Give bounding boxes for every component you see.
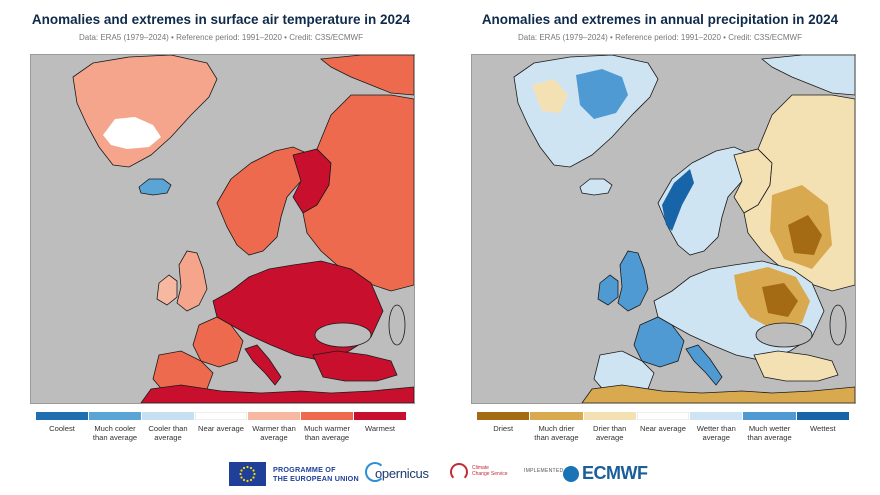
greenland-wet — [576, 69, 628, 119]
great-britain — [617, 250, 649, 312]
scandinavia — [657, 146, 759, 256]
eu-line-1: PROGRAMME OF — [273, 465, 336, 474]
arctic-land — [760, 55, 855, 96]
c3s-line-1: Climate — [472, 465, 489, 471]
legend-label: Warmest — [364, 424, 396, 433]
legend-label: Cooler than average — [148, 424, 188, 442]
legend-label: Near average — [197, 424, 244, 433]
iceland — [579, 178, 613, 196]
precipitation-map — [471, 54, 856, 404]
legend-swatch — [195, 412, 247, 420]
copernicus-logo: opernicus — [365, 461, 445, 487]
caspian-sea — [829, 304, 847, 346]
france — [192, 316, 244, 368]
eu-programme-text: PROGRAMME OF THE EUROPEAN UNION — [273, 465, 359, 483]
temperature-legend-warmest: Warmest — [354, 412, 406, 452]
temperature-legend-much-cooler: Much cooler than average — [89, 412, 141, 452]
turkey — [753, 350, 839, 382]
legend-swatch — [636, 412, 690, 420]
legend-label: Much cooler than average — [92, 424, 138, 442]
arctic-land — [319, 55, 414, 96]
legend-swatch — [743, 412, 796, 420]
precipitation-legend-drier: Drier than average — [583, 412, 636, 452]
eu-line-2: THE EUROPEAN UNION — [273, 474, 359, 483]
precipitation-legend-driest: Driest — [477, 412, 530, 452]
legend-label: Much drier than average — [534, 424, 579, 442]
precipitation-legend-wettest: Wettest — [796, 412, 849, 452]
c3s-text: Climate Change Service — [472, 465, 508, 477]
precipitation-map-title: Anomalies and extremes in annual precipi… — [481, 12, 839, 27]
legend-label: Wetter than average — [696, 424, 736, 442]
turkey — [312, 350, 398, 382]
ukraine-driest — [762, 283, 798, 317]
copernicus-ring-icon — [365, 462, 385, 482]
legend-swatch — [36, 412, 88, 420]
copernicus-text: opernicus — [375, 466, 429, 481]
italy — [685, 344, 723, 386]
precipitation-legend-much-wetter: Much wetter than average — [743, 412, 796, 452]
precipitation-legend: Driest Much drier than average Drier tha… — [477, 412, 849, 452]
legend-label: Wettest — [810, 424, 836, 433]
legend-swatch — [248, 412, 300, 420]
precipitation-legend-near-average: Near average — [636, 412, 690, 452]
logo-footer: PROGRAMME OF THE EUROPEAN UNION opernicu… — [0, 458, 880, 490]
legend-swatch — [530, 412, 583, 420]
russia-driest — [788, 215, 822, 255]
legend-label: Warmer than average — [252, 424, 296, 442]
c3s-mark-icon — [450, 463, 468, 481]
legend-swatch — [354, 412, 406, 420]
legend-swatch — [583, 412, 636, 420]
legend-swatch — [477, 412, 530, 420]
implemented-by-text: IMPLEMENTED BY — [524, 468, 573, 474]
legend-label: Driest — [493, 424, 514, 433]
great-britain — [176, 250, 208, 312]
italy — [244, 344, 282, 386]
temperature-legend-cooler: Cooler than average — [142, 412, 194, 452]
ireland — [597, 274, 619, 306]
caspian-sea — [388, 304, 406, 346]
eu-flag-icon — [229, 462, 266, 486]
precipitation-map-svg — [472, 55, 855, 403]
precipitation-legend-much-drier: Much drier than average — [530, 412, 583, 452]
temperature-legend-warmer: Warmer than average — [248, 412, 300, 452]
legend-label: Near average — [639, 424, 686, 433]
legend-label: Much wetter than average — [747, 424, 792, 442]
temperature-legend: Coolest Much cooler than average Cooler … — [36, 412, 406, 452]
temperature-map-subtitle: Data: ERA5 (1979–2024) • Reference perio… — [79, 33, 363, 42]
ecmwf-mark-icon — [563, 466, 579, 482]
ireland — [156, 274, 178, 306]
legend-label: Much warmer than average — [304, 424, 350, 442]
temperature-legend-coolest: Coolest — [36, 412, 88, 452]
north-africa — [140, 384, 414, 403]
precipitation-map-subtitle: Data: ERA5 (1979–2024) • Reference perio… — [518, 33, 802, 42]
france — [633, 316, 685, 368]
black-sea — [755, 322, 813, 348]
greenland-dry — [532, 79, 568, 113]
legend-label: Drier than average — [593, 424, 627, 442]
legend-swatch — [690, 412, 743, 420]
legend-swatch — [142, 412, 194, 420]
legend-swatch — [89, 412, 141, 420]
temperature-map-svg — [31, 55, 414, 403]
scandinavia — [216, 146, 318, 256]
temperature-map — [30, 54, 415, 404]
legend-swatch — [796, 412, 849, 420]
norway-coast-wet — [662, 169, 694, 231]
temperature-map-title: Anomalies and extremes in surface air te… — [31, 12, 411, 27]
temperature-legend-much-warmer: Much warmer than average — [301, 412, 353, 452]
c3s-logo: Climate Change Service — [450, 461, 510, 487]
legend-label: Coolest — [49, 424, 75, 433]
north-africa — [581, 384, 855, 403]
temperature-legend-near-average: Near average — [195, 412, 247, 452]
black-sea — [314, 322, 372, 348]
greenland-icecap — [103, 117, 161, 149]
precipitation-legend-wetter: Wetter than average — [690, 412, 743, 452]
ecmwf-text: ECMWF — [582, 463, 648, 483]
c3s-line-2: Change Service — [472, 471, 508, 477]
iceland — [138, 178, 172, 196]
legend-swatch — [301, 412, 353, 420]
